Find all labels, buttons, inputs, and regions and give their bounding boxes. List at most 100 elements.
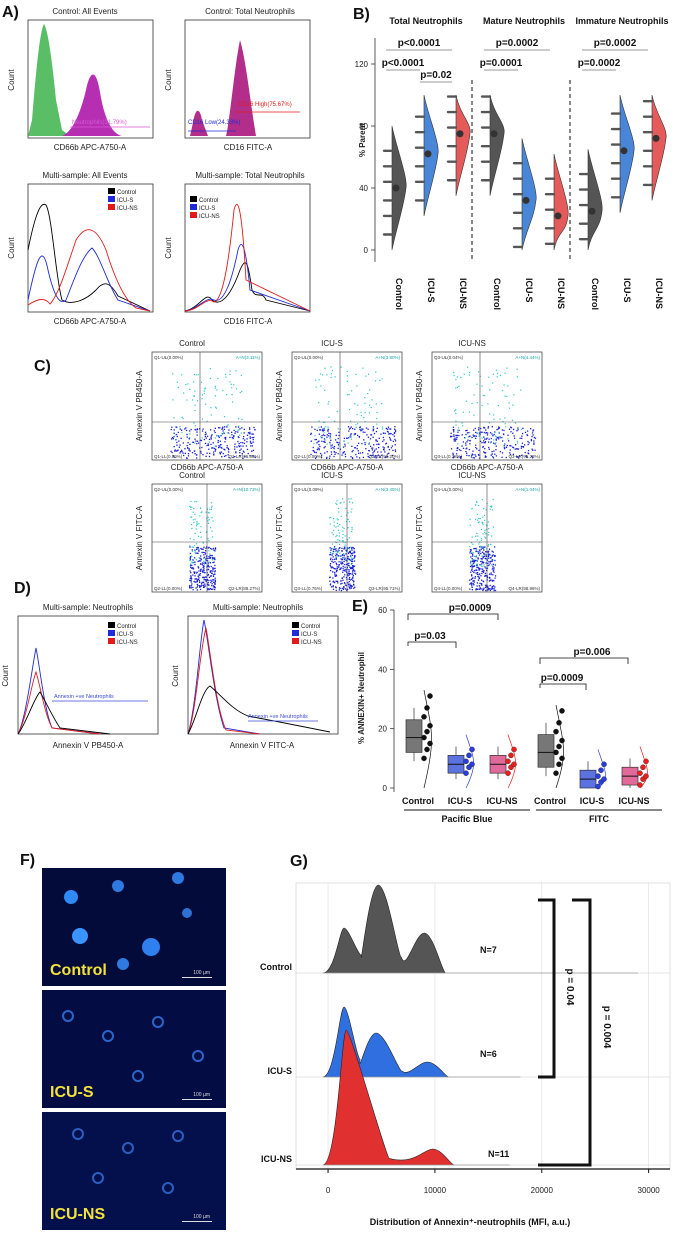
event-dot bbox=[342, 562, 344, 565]
event-dot bbox=[211, 530, 213, 532]
event-dot bbox=[341, 558, 344, 561]
event-dot bbox=[351, 573, 353, 575]
event-dot bbox=[209, 557, 211, 559]
event-dot bbox=[338, 431, 340, 434]
event-dot bbox=[190, 516, 192, 518]
event-dot bbox=[329, 433, 332, 435]
event-dot bbox=[201, 437, 203, 439]
stat-label: p=0.0009 bbox=[541, 673, 584, 684]
event-dot bbox=[493, 589, 495, 592]
event-dot bbox=[196, 454, 198, 456]
event-dot bbox=[212, 561, 214, 564]
stat-label: p=0.006 bbox=[574, 647, 611, 658]
event-dot bbox=[233, 429, 235, 432]
event-dot bbox=[214, 445, 216, 448]
event-dot bbox=[469, 565, 472, 568]
event-dot bbox=[493, 433, 495, 436]
event-dot bbox=[486, 559, 489, 561]
event-dot bbox=[208, 448, 210, 450]
legend-icu-ns: ICU-NS bbox=[117, 640, 138, 646]
event-dot bbox=[371, 454, 373, 457]
event-dot bbox=[189, 579, 191, 582]
event-dot bbox=[239, 455, 241, 457]
event-dot bbox=[329, 564, 331, 566]
event-dot bbox=[337, 566, 340, 568]
event-dot bbox=[465, 450, 467, 453]
event-dot bbox=[194, 557, 196, 559]
event-dot bbox=[471, 436, 473, 439]
event-dot bbox=[371, 449, 374, 451]
event-dot bbox=[531, 448, 533, 450]
y-tick-label: 120 bbox=[355, 60, 369, 69]
event-dot bbox=[480, 565, 483, 567]
event-dot bbox=[342, 530, 344, 532]
event-dot bbox=[465, 430, 467, 432]
event-dot bbox=[229, 370, 231, 372]
event-dot bbox=[504, 372, 506, 374]
event-dot bbox=[310, 440, 312, 442]
event-dot bbox=[483, 452, 486, 454]
event-dot bbox=[339, 568, 341, 571]
event-dot bbox=[333, 455, 335, 458]
event-dot bbox=[474, 454, 476, 456]
event-dot bbox=[319, 452, 322, 455]
event-dot bbox=[335, 571, 338, 573]
event-dot bbox=[312, 446, 314, 449]
event-dot bbox=[330, 451, 333, 453]
event-dot bbox=[194, 549, 196, 551]
event-dot bbox=[393, 435, 396, 437]
event-dot bbox=[179, 426, 181, 428]
event-dot bbox=[468, 455, 470, 457]
event-dot bbox=[389, 428, 392, 430]
event-dot bbox=[190, 581, 192, 583]
event-dot bbox=[352, 573, 354, 575]
event-dot bbox=[353, 557, 355, 559]
event-dot bbox=[472, 577, 474, 579]
panel-label-d: D) bbox=[14, 580, 31, 597]
event-dot bbox=[213, 561, 215, 563]
event-dot bbox=[201, 570, 204, 572]
event-dot bbox=[499, 374, 501, 377]
event-dot bbox=[326, 434, 328, 436]
micrograph-label-control: Control bbox=[50, 962, 107, 979]
event-dot bbox=[364, 402, 366, 404]
group-label-pacific-blue: Pacific Blue bbox=[441, 814, 492, 824]
event-dot bbox=[497, 404, 500, 407]
median-point bbox=[490, 130, 498, 138]
event-dot bbox=[476, 563, 478, 565]
event-dot bbox=[193, 546, 195, 548]
event-dot bbox=[335, 526, 337, 528]
event-dot bbox=[365, 427, 368, 429]
event-dot bbox=[461, 434, 463, 436]
event-dot bbox=[346, 514, 348, 516]
event-dot bbox=[240, 432, 242, 434]
event-dot bbox=[196, 521, 198, 523]
event-dot bbox=[480, 568, 482, 570]
event-dot bbox=[379, 379, 381, 382]
scatter-plot-1-0: ICU-SQ2-UL(0.00%) A+N(3.80%)Q2-LL(0.00%) Q… bbox=[275, 339, 403, 472]
event-dot bbox=[351, 390, 353, 392]
event-dot bbox=[520, 445, 523, 448]
event-dot bbox=[344, 542, 346, 544]
quadrant-ul: Q3-UL(0.04%) bbox=[434, 355, 464, 360]
event-dot bbox=[188, 448, 190, 450]
event-dot bbox=[347, 560, 349, 562]
event-dot bbox=[181, 374, 183, 376]
event-dot bbox=[493, 418, 495, 420]
event-dot bbox=[368, 412, 371, 414]
event-dot bbox=[187, 455, 190, 457]
event-dot bbox=[233, 435, 235, 438]
event-dot bbox=[350, 426, 352, 428]
event-dot bbox=[476, 569, 478, 571]
event-dot bbox=[210, 579, 212, 581]
event-dot bbox=[508, 407, 511, 409]
event-dot bbox=[197, 546, 199, 549]
event-dot bbox=[241, 453, 243, 455]
event-dot bbox=[473, 547, 475, 550]
event-dot bbox=[490, 579, 492, 581]
event-dot bbox=[202, 542, 204, 544]
event-dot bbox=[521, 442, 524, 444]
event-dot bbox=[489, 389, 491, 391]
quadrant-ul: Q1-UL(0.00%) bbox=[154, 355, 184, 360]
plot-frame bbox=[17, 615, 159, 735]
